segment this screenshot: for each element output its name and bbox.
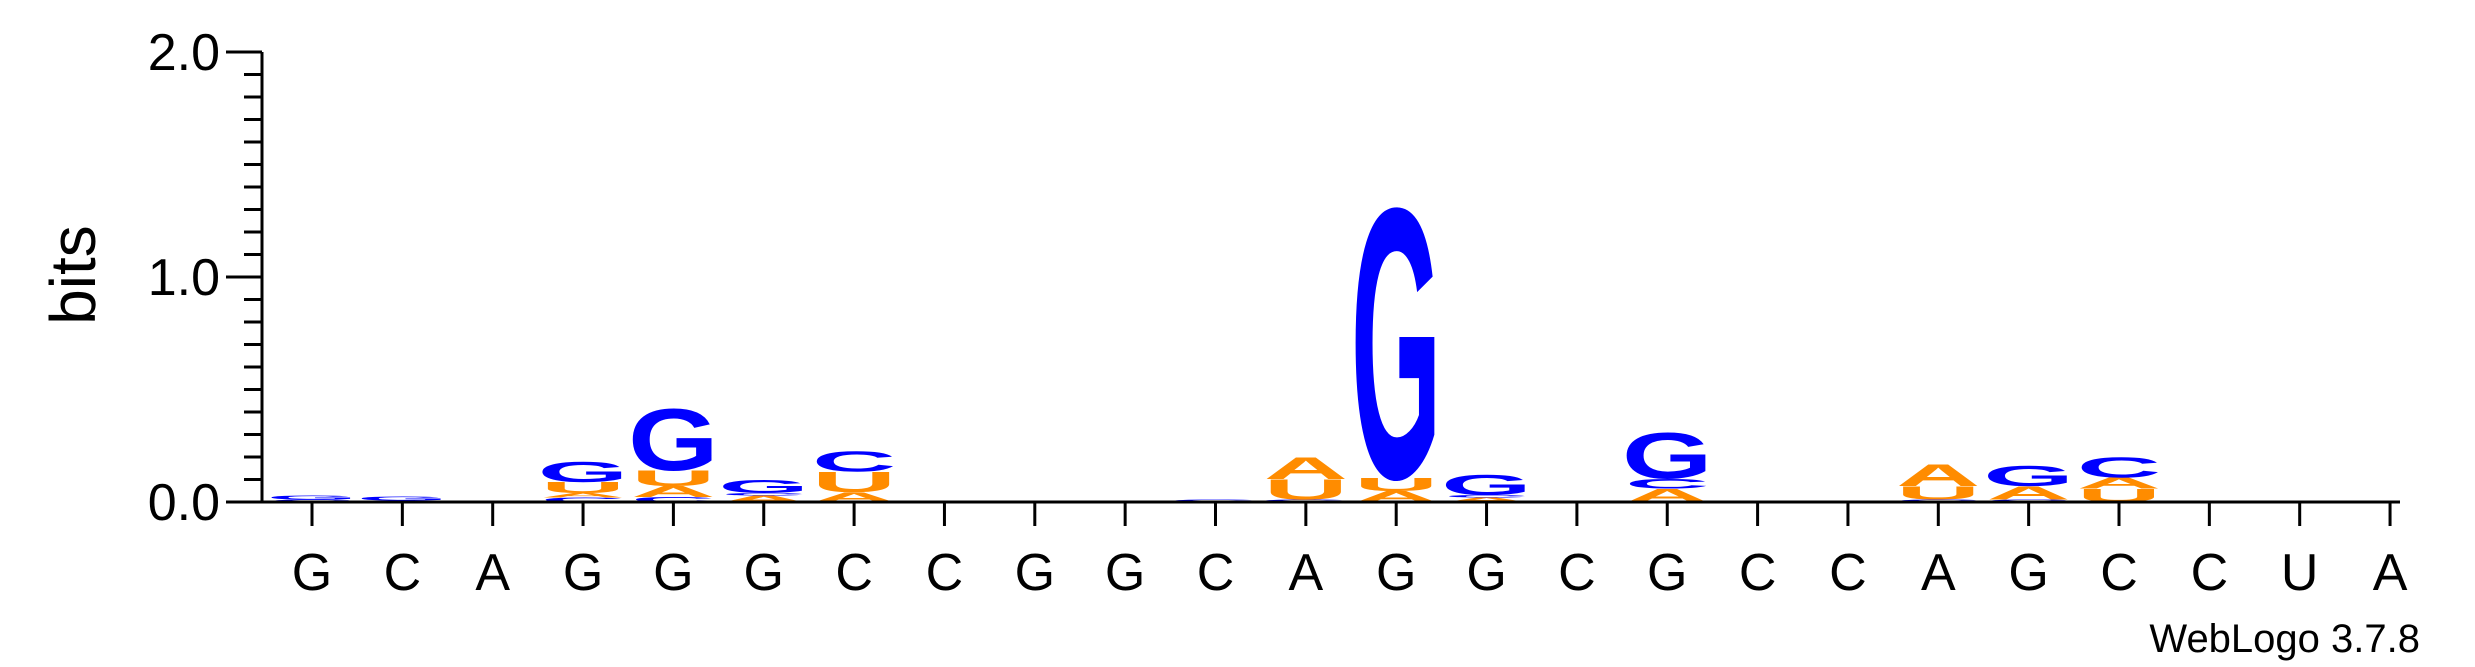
logo-letter: G: [1983, 460, 2074, 492]
logo-letter: U: [541, 479, 625, 497]
y-tick-label: 0.0: [148, 474, 220, 532]
x-tick-label: G: [1105, 544, 1145, 602]
logo-letter: U: [812, 466, 896, 498]
logo-letter: G: [1622, 419, 1713, 493]
x-tick-label: C: [1558, 544, 1596, 602]
y-tick-label: 1.0: [148, 249, 220, 307]
x-tick-label: C: [1739, 544, 1777, 602]
logo-letter: U: [1354, 474, 1438, 495]
logo-letter: C: [2077, 452, 2161, 484]
logo-letter: C: [1444, 494, 1528, 498]
axes: 0.01.02.0G C A G G G C C G G C A G G C G C C A G C C U A: [148, 24, 2408, 602]
logo-letter: C: [722, 492, 806, 496]
logo-letter: G: [1351, 129, 1442, 560]
logo-letter: A: [631, 483, 715, 501]
x-tick-label: A: [475, 544, 510, 602]
logo-letter: U: [1896, 482, 1980, 503]
x-tick-label: A: [2373, 544, 2408, 602]
y-axis-label: bits: [37, 225, 109, 325]
credit-label: WebLogo 3.7.8: [2149, 617, 2420, 661]
logo-letter: G: [718, 476, 809, 497]
logo-letter: C: [812, 446, 896, 478]
y-tick-label: 2.0: [148, 24, 220, 82]
x-tick-label: A: [1921, 544, 1956, 602]
logo-letter: A: [722, 493, 806, 504]
x-tick-label: G: [1647, 544, 1687, 602]
logo-letter: G: [1441, 469, 1532, 501]
x-tick-label: C: [1197, 544, 1235, 602]
logo-letter: C: [1625, 476, 1709, 492]
x-tick-label: G: [653, 544, 693, 602]
logo-letter: A: [1896, 458, 1980, 493]
logo-letter: A: [1987, 482, 2071, 503]
x-tick-label: G: [292, 544, 332, 602]
logo-letter: A: [541, 492, 625, 499]
x-tick-label: G: [1376, 544, 1416, 602]
logo-letter: G: [357, 496, 448, 502]
x-tick-label: C: [2100, 544, 2138, 602]
x-tick-label: C: [2191, 544, 2229, 602]
logo-letter: A: [2077, 474, 2161, 492]
logo-letter: U: [1264, 474, 1348, 506]
x-tick-label: U: [2281, 544, 2319, 602]
logo-letter: G: [538, 456, 629, 488]
x-tick-label: G: [744, 544, 784, 602]
x-tick-label: G: [2008, 544, 2048, 602]
logo-letter: A: [1444, 496, 1528, 503]
logo-letter: C: [631, 496, 715, 504]
x-tick-label: C: [926, 544, 964, 602]
x-tick-label: A: [1289, 544, 1324, 602]
logo-letter: G: [628, 390, 719, 489]
x-tick-label: G: [563, 544, 603, 602]
x-tick-label: G: [1015, 544, 1055, 602]
logo-letter: G: [267, 494, 358, 500]
x-tick-label: C: [1829, 544, 1867, 602]
x-tick-label: C: [384, 544, 422, 602]
x-tick-label: G: [1466, 544, 1506, 602]
logo-letter: A: [1264, 451, 1348, 486]
logo-letter: U: [631, 466, 715, 491]
logo-letter: C: [541, 496, 625, 503]
x-tick-label: C: [835, 544, 873, 602]
